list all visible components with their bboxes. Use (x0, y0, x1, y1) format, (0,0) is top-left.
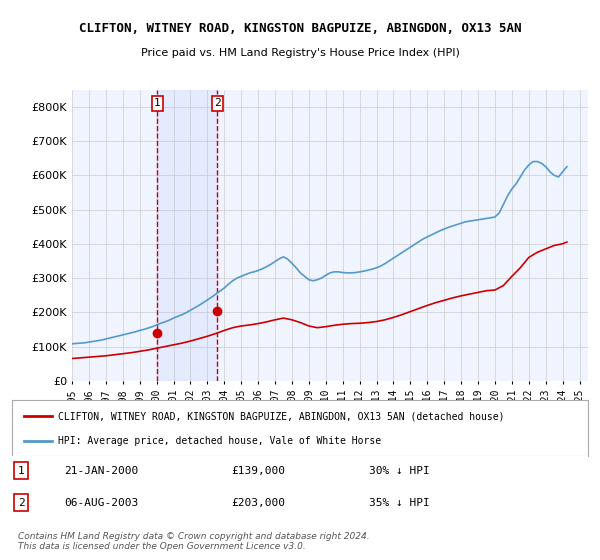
Text: £139,000: £139,000 (231, 465, 285, 475)
Text: HPI: Average price, detached house, Vale of White Horse: HPI: Average price, detached house, Vale… (58, 436, 381, 446)
Text: 21-JAN-2000: 21-JAN-2000 (64, 465, 138, 475)
Text: 1: 1 (18, 465, 25, 475)
Text: CLIFTON, WITNEY ROAD, KINGSTON BAGPUIZE, ABINGDON, OX13 5AN: CLIFTON, WITNEY ROAD, KINGSTON BAGPUIZE,… (79, 22, 521, 35)
Text: Contains HM Land Registry data © Crown copyright and database right 2024.
This d: Contains HM Land Registry data © Crown c… (18, 532, 370, 552)
Bar (157, 90, 217, 381)
Text: Price paid vs. HM Land Registry's House Price Index (HPI): Price paid vs. HM Land Registry's House … (140, 48, 460, 58)
Text: CLIFTON, WITNEY ROAD, KINGSTON BAGPUIZE, ABINGDON, OX13 5AN (detached house): CLIFTON, WITNEY ROAD, KINGSTON BAGPUIZE,… (58, 411, 505, 421)
Text: 35% ↓ HPI: 35% ↓ HPI (369, 498, 430, 508)
Text: 2: 2 (18, 498, 25, 508)
Text: 1: 1 (154, 99, 161, 108)
Text: £203,000: £203,000 (231, 498, 285, 508)
Text: 06-AUG-2003: 06-AUG-2003 (64, 498, 138, 508)
Text: 30% ↓ HPI: 30% ↓ HPI (369, 465, 430, 475)
Text: 2: 2 (214, 99, 221, 108)
